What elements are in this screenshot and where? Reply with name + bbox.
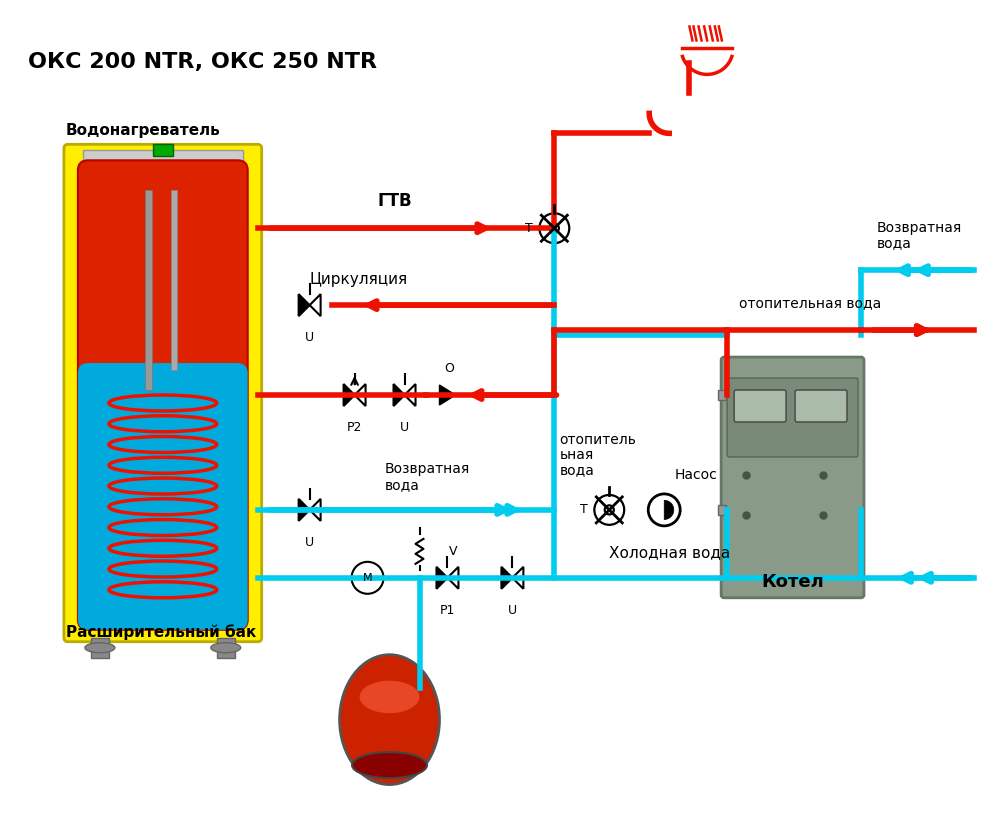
Text: Холодная вода: Холодная вода (609, 545, 730, 560)
Text: отопитель
ьная
вода: отопитель ьная вода (559, 433, 637, 477)
Polygon shape (404, 384, 415, 406)
Ellipse shape (359, 681, 419, 713)
Ellipse shape (352, 752, 427, 778)
Text: ГТВ: ГТВ (378, 193, 412, 210)
Circle shape (605, 505, 614, 515)
FancyBboxPatch shape (795, 390, 847, 422)
Bar (718, 390, 726, 400)
Polygon shape (299, 499, 310, 521)
Bar (171, 190, 177, 370)
Text: T: T (580, 504, 587, 516)
Polygon shape (513, 567, 523, 589)
FancyBboxPatch shape (734, 390, 786, 422)
Text: U: U (305, 536, 314, 549)
FancyBboxPatch shape (727, 378, 858, 457)
Text: M: M (363, 573, 372, 583)
Text: Расширительный бак: Расширительный бак (66, 624, 256, 640)
Polygon shape (310, 499, 321, 521)
Polygon shape (310, 294, 321, 316)
Ellipse shape (211, 643, 241, 653)
Ellipse shape (85, 643, 115, 653)
Circle shape (351, 562, 384, 594)
Text: V: V (450, 545, 458, 558)
Text: Возвратная
вода: Возвратная вода (385, 462, 469, 492)
FancyBboxPatch shape (78, 160, 248, 630)
FancyBboxPatch shape (64, 144, 262, 641)
Bar (145, 190, 152, 390)
Polygon shape (343, 384, 354, 406)
Bar (83, 150, 243, 166)
Polygon shape (440, 385, 456, 405)
Text: T: T (524, 222, 532, 234)
Text: O: O (445, 362, 455, 375)
Text: отопительная вода: отопительная вода (739, 296, 882, 310)
Text: U: U (305, 331, 314, 344)
Text: Водонагреватель: Водонагреватель (66, 123, 220, 138)
Polygon shape (502, 567, 513, 589)
Polygon shape (299, 294, 310, 316)
Text: ОКС 200 NTR, ОКС 250 NTR: ОКС 200 NTR, ОКС 250 NTR (28, 53, 377, 73)
Polygon shape (448, 567, 459, 589)
FancyBboxPatch shape (78, 363, 248, 630)
Text: U: U (508, 604, 517, 617)
Bar (91, 638, 109, 658)
Text: P2: P2 (347, 421, 362, 434)
Polygon shape (394, 384, 404, 406)
Ellipse shape (339, 655, 440, 785)
FancyBboxPatch shape (721, 357, 864, 598)
Polygon shape (437, 567, 448, 589)
Bar (153, 144, 173, 156)
Text: U: U (400, 421, 409, 434)
Polygon shape (354, 384, 366, 406)
Circle shape (648, 494, 680, 526)
Text: Циркуляция: Циркуляция (310, 272, 407, 287)
Bar (216, 638, 235, 658)
Circle shape (550, 224, 559, 233)
Text: Котел: Котел (762, 573, 824, 590)
Polygon shape (664, 500, 674, 520)
Text: Возвратная
вода: Возвратная вода (877, 221, 962, 250)
Text: P1: P1 (440, 604, 456, 617)
Bar (718, 505, 726, 515)
Text: Насос: Насос (674, 468, 717, 482)
